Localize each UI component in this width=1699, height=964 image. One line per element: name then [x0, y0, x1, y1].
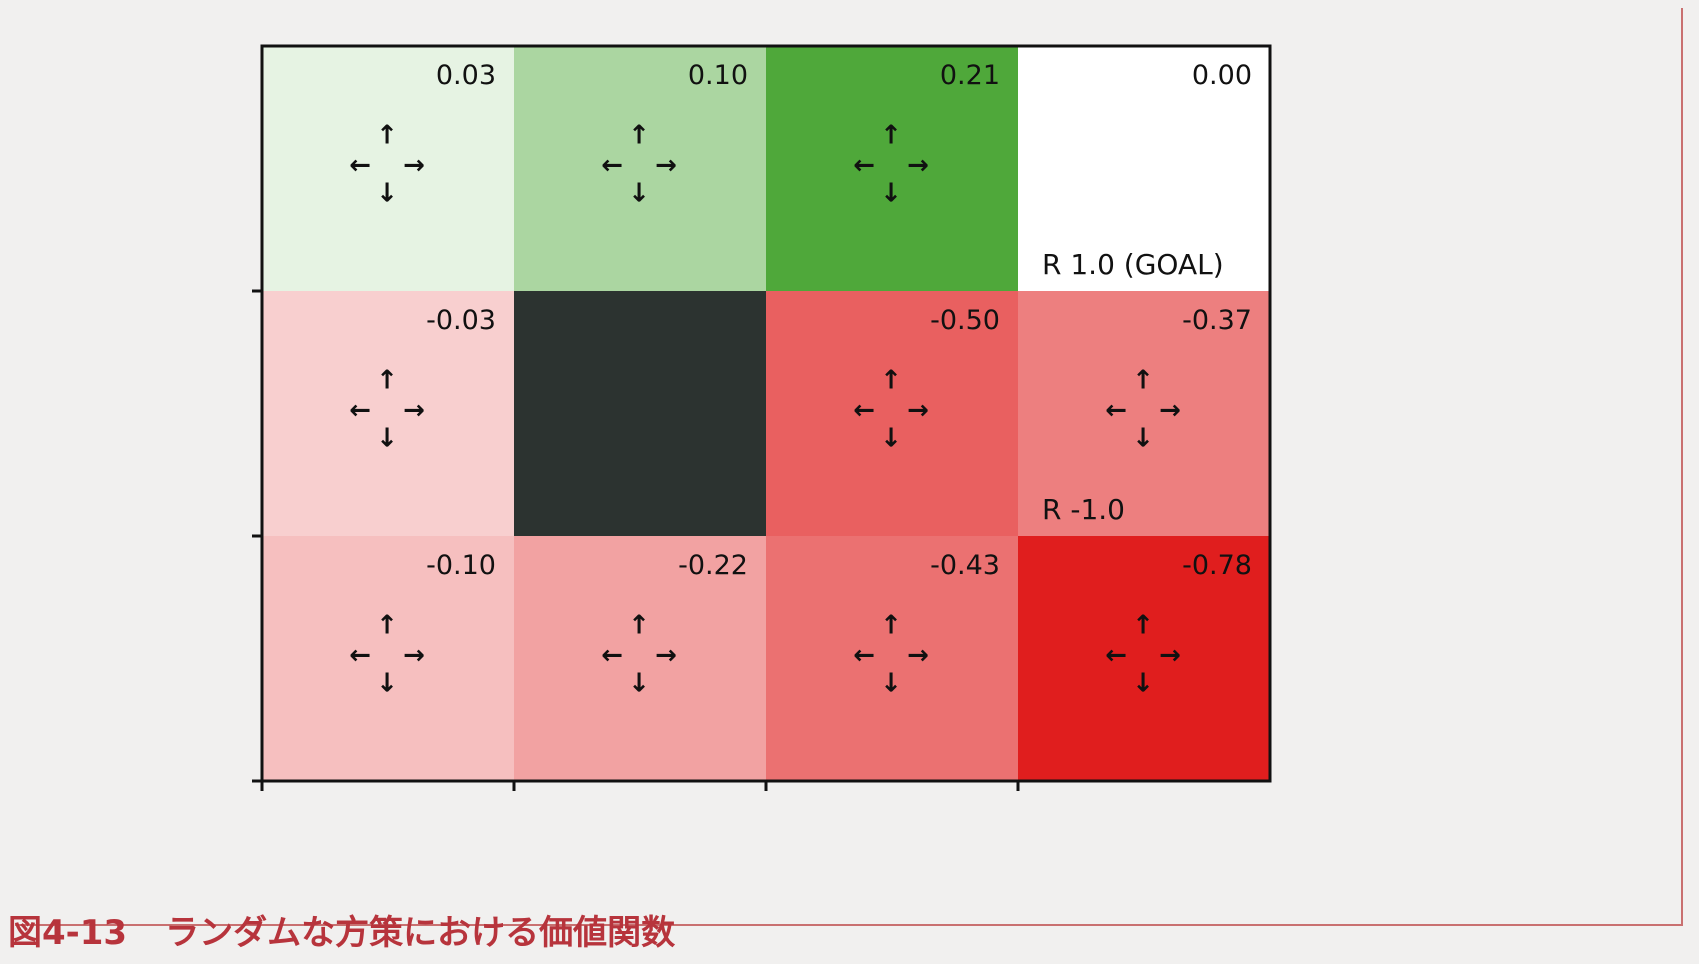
arrow-down-icon: ↓: [376, 179, 398, 209]
arrow-left-icon: ←: [601, 151, 623, 181]
arrow-up-icon: ↑: [1132, 611, 1154, 641]
arrow-left-icon: ←: [853, 641, 875, 671]
arrow-right-icon: →: [1159, 396, 1181, 426]
reward-annotation-0: R 1.0 (GOAL): [1042, 248, 1224, 281]
arrow-down-icon: ↓: [880, 424, 902, 454]
caption-text: ランダムな方策における価値関数: [165, 913, 676, 953]
value-label-2-1: -0.22: [678, 550, 748, 581]
value-label-2-2: -0.43: [930, 550, 1000, 581]
arrow-right-icon: →: [655, 641, 677, 671]
arrow-left-icon: ←: [1105, 641, 1127, 671]
heatmap-cell-0-3: [1018, 46, 1270, 291]
value-label-2-3: -0.78: [1182, 550, 1252, 581]
arrow-left-icon: ←: [349, 641, 371, 671]
arrow-down-icon: ↓: [376, 424, 398, 454]
value-label-0-1: 0.10: [688, 60, 748, 91]
arrow-down-icon: ↓: [880, 669, 902, 699]
heatmap-cell-2-0: [262, 536, 514, 781]
heatmap-cell-1-3: [1018, 291, 1270, 536]
heatmap-cell-2-2: [766, 536, 1018, 781]
heatmap-cell-0-2: [766, 46, 1018, 291]
value-label-1-2: -0.50: [930, 305, 1000, 336]
heatmap-cell-2-1: [514, 536, 766, 781]
heatmap-cell-2-3: [1018, 536, 1270, 781]
heatmap-cell-0-0: [262, 46, 514, 291]
arrow-up-icon: ↑: [376, 611, 398, 641]
arrow-up-icon: ↑: [1132, 366, 1154, 396]
caption-number: 図4-13: [8, 913, 128, 953]
arrow-left-icon: ←: [853, 151, 875, 181]
arrow-up-icon: ↑: [880, 366, 902, 396]
arrow-down-icon: ↓: [628, 669, 650, 699]
heatmap-cell-1-0: [262, 291, 514, 536]
value-label-0-2: 0.21: [940, 60, 1000, 91]
arrow-down-icon: ↓: [1132, 669, 1154, 699]
value-function-heatmap: 0.03↑← →↓0.10↑← →↓0.21↑← →↓0.00-0.03↑← →↓-0.…: [252, 44, 1272, 791]
arrow-up-icon: ↑: [880, 121, 902, 151]
arrow-right-icon: →: [907, 641, 929, 671]
arrow-down-icon: ↓: [376, 669, 398, 699]
arrow-up-icon: ↑: [376, 121, 398, 151]
arrow-right-icon: →: [403, 641, 425, 671]
value-label-2-0: -0.10: [426, 550, 496, 581]
heatmap-cell-1-1: [514, 291, 766, 536]
heatmap-cell-1-2: [766, 291, 1018, 536]
arrow-up-icon: ↑: [376, 366, 398, 396]
arrow-left-icon: ←: [853, 396, 875, 426]
arrow-left-icon: ←: [349, 151, 371, 181]
arrow-left-icon: ←: [349, 396, 371, 426]
reward-annotation-1: R -1.0: [1042, 493, 1125, 526]
arrow-right-icon: →: [907, 151, 929, 181]
heatmap-cell-0-1: [514, 46, 766, 291]
arrow-right-icon: →: [655, 151, 677, 181]
arrow-right-icon: →: [907, 396, 929, 426]
arrow-down-icon: ↓: [1132, 424, 1154, 454]
value-label-0-3: 0.00: [1192, 60, 1252, 91]
arrow-down-icon: ↓: [628, 179, 650, 209]
value-label-0-0: 0.03: [436, 60, 496, 91]
arrow-left-icon: ←: [1105, 396, 1127, 426]
value-label-1-0: -0.03: [426, 305, 496, 336]
arrow-left-icon: ←: [601, 641, 623, 671]
figure-frame: [15, 8, 1683, 926]
arrow-right-icon: →: [1159, 641, 1181, 671]
arrow-right-icon: →: [403, 396, 425, 426]
arrow-up-icon: ↑: [628, 611, 650, 641]
arrow-up-icon: ↑: [628, 121, 650, 151]
arrow-up-icon: ↑: [880, 611, 902, 641]
arrow-right-icon: →: [403, 151, 425, 181]
value-label-1-3: -0.37: [1182, 305, 1252, 336]
arrow-down-icon: ↓: [880, 179, 902, 209]
figure-caption: 図4-13 ランダムな方策における価値関数: [8, 910, 675, 956]
